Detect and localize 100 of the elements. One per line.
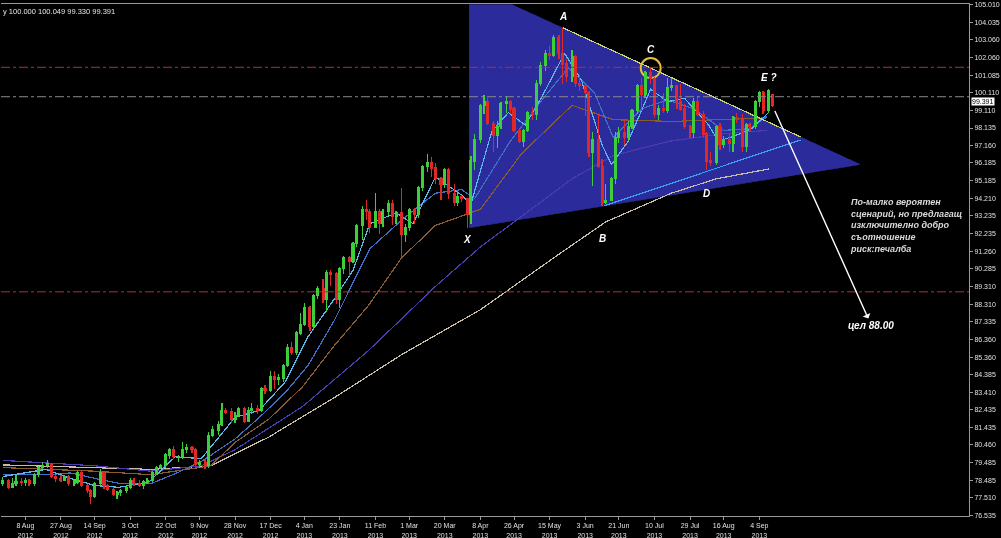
candlestick: [731, 115, 735, 153]
candlestick: [643, 70, 647, 99]
candlestick: [194, 447, 198, 467]
candlestick: [224, 407, 228, 415]
candlestick: [66, 474, 70, 487]
annotation: цел 88.00: [848, 320, 895, 331]
candlestick: [171, 445, 175, 460]
candlestick: [203, 459, 207, 470]
candlestick: [574, 54, 578, 88]
candlestick: [744, 122, 748, 153]
candlestick: [229, 407, 233, 424]
candlestick: [518, 128, 522, 144]
candlestick: [233, 411, 237, 424]
candlestick: [656, 104, 660, 121]
candlestick: [531, 106, 535, 121]
candlestick: [102, 472, 106, 490]
candlestick: [486, 97, 490, 126]
candlestick: [740, 113, 744, 153]
candlestick: [119, 488, 123, 497]
candlestick: [20, 477, 24, 487]
candlestick: [718, 122, 722, 151]
annotation: A: [559, 11, 568, 22]
candlestick: [93, 481, 97, 499]
candlestick: [79, 470, 84, 488]
candlestick: [767, 88, 771, 114]
annotation: C: [647, 44, 655, 55]
candlestick: [688, 124, 692, 139]
candlestick: [452, 183, 456, 207]
candlestick: [164, 452, 168, 469]
candlestick: [570, 49, 574, 83]
candlestick: [544, 49, 548, 72]
candlestick: [308, 305, 312, 332]
candlestick: [151, 470, 155, 483]
candlestick: [761, 90, 765, 115]
candlestick: [360, 205, 364, 241]
candlestick: [604, 183, 608, 205]
annotation: По-малко вероятен сценарий, но предлагащ изключително добро съотношение риск:печалба: [850, 197, 963, 254]
candlestick: [272, 370, 276, 390]
candlestick: [76, 470, 80, 485]
candlestick: [276, 373, 280, 386]
candlestick: [426, 153, 430, 173]
candlestick: [59, 474, 63, 483]
candlestick: [1, 476, 5, 487]
annotation: X: [463, 234, 472, 245]
candlestick: [10, 477, 14, 489]
candlestick: [666, 77, 670, 114]
annotation: B: [599, 233, 607, 244]
candlestick: [692, 97, 696, 139]
annotation: D: [703, 188, 711, 199]
candlestick: [394, 210, 398, 225]
candlestick: [269, 370, 273, 393]
candlestick: [456, 190, 460, 207]
candlestick: [735, 111, 739, 124]
candlestick: [373, 192, 377, 228]
candlestick: [443, 167, 447, 189]
candlestick: [115, 490, 119, 500]
candlestick: [246, 406, 250, 422]
candlestick: [50, 462, 54, 479]
candlestick: [714, 124, 718, 166]
candlestick: [255, 404, 260, 415]
candlestick: [27, 478, 31, 487]
candlestick: [636, 83, 640, 115]
candlestick: [98, 468, 102, 487]
candlestick: [325, 269, 329, 313]
candlestick: [695, 95, 700, 117]
candlestick: [748, 122, 752, 133]
candlestick: [111, 486, 115, 497]
candlestick: [770, 93, 774, 108]
candlestick: [141, 479, 145, 490]
candlestick: [128, 477, 132, 490]
candlestick: [289, 341, 293, 356]
candlestick: [722, 135, 726, 149]
candlestick: [347, 255, 351, 277]
candlestick: [381, 208, 385, 228]
candlestick: [329, 269, 333, 288]
candlestick: [675, 85, 679, 110]
candlestick: [460, 194, 464, 203]
candlestick: [263, 384, 267, 395]
candlestick: [413, 206, 417, 225]
candlestick: [548, 45, 552, 62]
candlestick: [505, 95, 509, 114]
candlestick: [561, 27, 565, 85]
candlestick: [197, 459, 201, 469]
candlestick: [727, 133, 731, 153]
candlestick: [321, 278, 325, 304]
candlestick: [23, 477, 27, 487]
candlestick: [639, 77, 643, 112]
candlestick: [259, 386, 263, 413]
candlestick: [465, 197, 469, 229]
candlestick: [138, 479, 142, 488]
candlestick: [390, 199, 394, 227]
candlestick: [377, 208, 381, 236]
candlestick: [46, 458, 50, 469]
candlestick: [14, 474, 18, 487]
candlestick: [89, 488, 93, 505]
candlestick: [63, 474, 67, 481]
candlestick: [334, 271, 338, 305]
candlestick: [622, 119, 627, 146]
candlestick: [591, 131, 595, 187]
candlestick: [491, 120, 495, 153]
